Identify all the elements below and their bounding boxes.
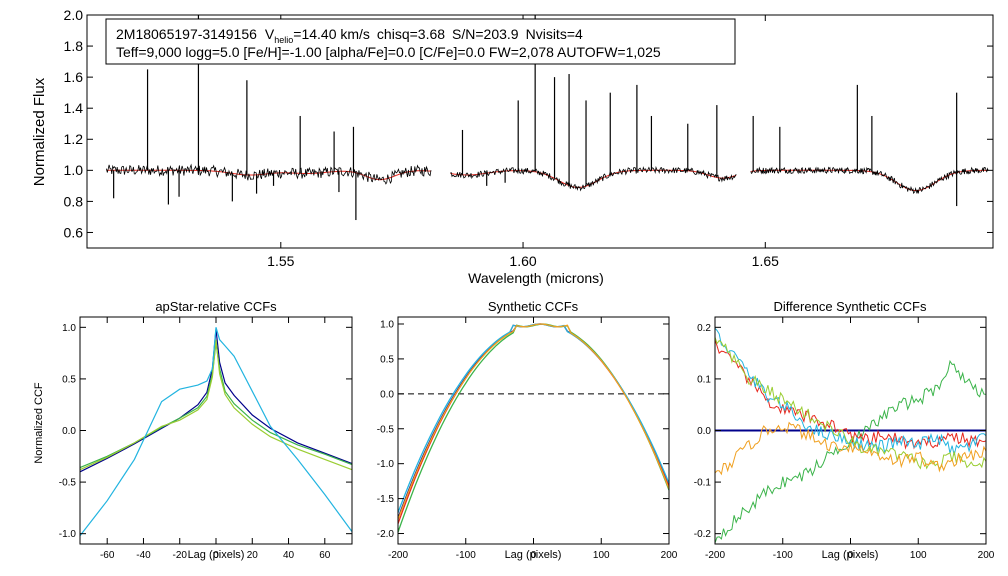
apstar-ccf-x-tick-label: -60 [100,550,115,561]
synthetic-ccf-plot-area [397,323,670,533]
apstar-ccf-y-tick-label: -0.5 [59,478,77,489]
difference-ccf-cyan-line [714,327,987,456]
v-helio-value: =14.40 km/s [293,26,370,42]
synthetic-ccf-y-tick-label: -1.0 [377,459,395,470]
apstar-ccf-title: apStar-relative CCFs [155,299,277,314]
spectrum-y-label: Normalized Flux [31,77,48,186]
info-box: 2M18065197-3149156 Vhelio=14.40 km/s chisq… [105,18,736,65]
apstar-ccf-x-tick-label: 60 [319,550,331,561]
v-subscript: helio [274,35,293,45]
spectrum-axes: 1.55 1.60 1.65 0.6 0.8 1.0 1.2 1.4 1.6 1.8 2.0 [64,7,993,269]
synthetic-ccf-y-tick-label: -0.5 [377,424,395,435]
nvisits-value: Nvisits=4 [526,26,583,42]
synthetic-ccf-y-tick-label: 0.0 [380,389,394,400]
apstar-ccf-x-label: Lag (pixels) [188,549,245,561]
difference-ccf-y-tick-label: 0.1 [697,374,711,385]
apstar-ccf-y-tick-label: -1.0 [59,529,77,540]
difference-ccf-x-tick-label: -200 [705,550,725,561]
apstar-ccf-x-tick-label: 40 [283,550,295,561]
chisq-value: chisq=3.68 [377,26,445,42]
difference-ccf-title: Difference Synthetic CCFs [774,299,927,314]
difference-ccf-y-tick-label: -0.1 [694,478,712,489]
synthetic-ccf-x-tick-label: -200 [388,550,408,561]
synthetic-ccf-y-tick-label: -1.5 [377,494,395,505]
synthetic-ccf-y-tick-label: -2.0 [377,529,395,540]
apstar-ccf-visit-4-line [79,327,353,537]
difference-ccf-x-label: Lag (pixels) [822,549,879,561]
synthetic-ccf-x-label: Lag (pixels) [505,549,562,561]
spectrum-y-tick-label: 2.0 [64,7,84,23]
difference-ccf-x-tick-label: 100 [910,550,927,561]
spectrum-x-tick-label: 1.65 [752,253,779,269]
info-line-1: 2M18065197-3149156 Vhelio=14.40 km/s chisq… [116,26,583,45]
snr-value: S/N=203.9 [452,26,519,42]
apstar-ccf-panel: -60 -40 -20 0 20 40 60 -1.0 -0.5 0.0 0.5 1.0 apStar… [33,299,353,561]
apstar-ccf-y-tick-label: 1.0 [62,323,76,334]
v-symbol: V [265,26,275,42]
difference-ccf-axes: -200 -100 0 100 200 -0.2 -0.1 0.0 0.1 0.2 [694,317,995,561]
apstar-ccf-x-tick-label: 20 [247,550,259,561]
synthetic-ccf-x-tick-label: 200 [661,550,678,561]
spectrum-panel: 1.55 1.60 1.65 0.6 0.8 1.0 1.2 1.4 1.6 1.8 2.0 Wav… [31,7,994,286]
difference-ccf-panel: -200 -100 0 100 200 -0.2 -0.1 0.0 0.1 0.2 Differe… [694,299,995,561]
synthetic-ccf-y-tick-label: 1.0 [380,319,394,330]
synthetic-ccf-x-tick-label: -100 [456,550,476,561]
spectrum-model-line [450,169,737,188]
spectrum-y-tick-label: 1.8 [64,38,84,54]
spectrum-observed-line [450,165,737,192]
difference-ccf-x-tick-label: -100 [773,550,793,561]
synthetic-ccf-y-tick-label: 0.5 [380,354,394,365]
spectrum-x-label: Wavelength (microns) [468,270,604,286]
spectrum-x-tick-label: 1.60 [509,253,536,269]
synthetic-ccf-x-tick-label: 100 [593,550,610,561]
apstar-ccf-y-tick-label: 0.0 [62,426,76,437]
spectrum-y-tick-label: 1.4 [64,100,84,116]
difference-ccf-y-tick-label: -0.2 [694,529,712,540]
difference-ccf-green-line [714,359,987,544]
spectrum-frame [86,14,994,249]
spectrum-y-tick-label: 0.6 [64,224,84,240]
difference-ccf-plot-area [714,327,987,544]
spectrum-plot-area [106,15,989,221]
apstar-ccf-x-tick-label: -20 [173,550,188,561]
spectrum-y-tick-label: 1.0 [64,162,84,178]
synthetic-ccf-x-tick-label: 0 [531,550,537,561]
spectrum-y-tick-label: 1.2 [64,131,84,147]
difference-ccf-y-tick-label: 0.2 [697,323,711,334]
apstar-ccf-x-tick-label: -40 [136,550,151,561]
spectrum-x-tick-label: 1.55 [267,253,294,269]
spectrum-observed-line [106,163,432,185]
synthetic-ccf-visit-5-line [397,323,670,520]
info-line-2: Teff=9,000 logg=5.0 [Fe/H]=-1.00 [alpha/… [116,44,661,60]
apstar-ccf-axes: -60 -40 -20 0 20 40 60 -1.0 -0.5 0.0 0.5 1.0 [59,317,352,561]
apstar-ccf-visit-3-line [79,339,353,471]
apstar-ccf-y-label: Normalized CCF [33,382,45,464]
difference-ccf-x-tick-label: 0 [848,550,854,561]
apstar-ccf-plot-area [79,327,353,537]
apstar-ccf-x-tick-label: 0 [213,550,219,561]
difference-ccf-x-tick-label: 200 [978,550,995,561]
spectrum-y-tick-label: 1.6 [64,69,84,85]
info-box-frame [105,18,736,65]
synthetic-ccf-title: Synthetic CCFs [488,299,579,314]
synthetic-ccf-axes: -200 -100 0 100 200 -2.0 -1.5 -1.0 -0.5 0.0 0.5 1.0 [377,317,678,561]
apstar-ccf-y-tick-label: 0.5 [62,374,76,385]
difference-ccf-y-tick-label: 0.0 [697,426,711,437]
star-id: 2M18065197-3149156 [116,26,257,42]
synthetic-ccf-panel: -200 -100 0 100 200 -2.0 -1.5 -1.0 -0.5 0.0 0.5 1.0… [377,299,678,561]
difference-ccf-orange-line [714,421,987,476]
spectrum-y-tick-label: 0.8 [64,193,84,209]
spectrum-observed-line [750,166,989,195]
